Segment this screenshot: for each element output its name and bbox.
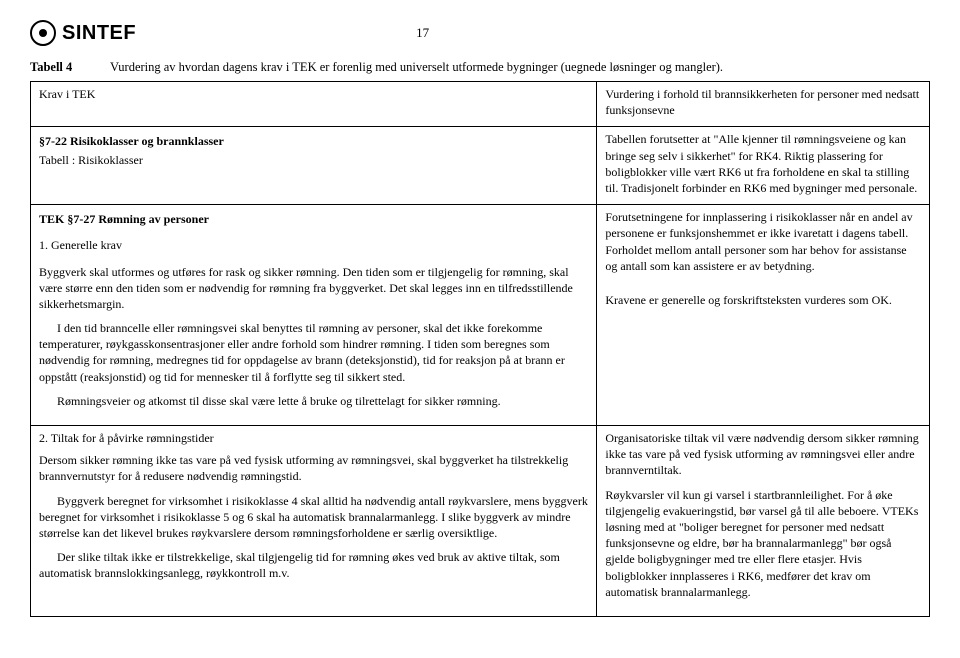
- row3-right-p1: Organisatoriske tiltak vil være nødvendi…: [605, 430, 921, 479]
- row1-left-sub: Tabell : Risikoklasser: [39, 152, 588, 168]
- row3-left: 2. Tiltak for å påvirke rømningstider De…: [31, 426, 597, 617]
- row3-left-p4: Der slike tiltak ikke er tilstrekkelige,…: [39, 549, 588, 581]
- row2-left-p1-title: 1. Generelle krav: [39, 237, 588, 253]
- row2-right-p2: Kravene er generelle og forskriftstekste…: [605, 292, 921, 308]
- row2-left: TEK §7-27 Rømning av personer 1. Generel…: [31, 205, 597, 426]
- table-label: Tabell 4: [30, 60, 110, 75]
- table-caption-row: Tabell 4 Vurdering av hvordan dagens kra…: [30, 60, 930, 75]
- row3-left-p3: Byggverk beregnet for virksomhet i risik…: [39, 493, 588, 542]
- header-left: Krav i TEK: [31, 82, 597, 127]
- row2-left-p2: Byggverk skal utformes og utføres for ra…: [39, 264, 588, 313]
- row1-left-bold: §7-22 Risikoklasser og brannklasser: [39, 133, 588, 149]
- row3-right-p2: Røykvarsler vil kun gi varsel i startbra…: [605, 487, 921, 600]
- row1-left: §7-22 Risikoklasser og brannklasser Tabe…: [31, 127, 597, 205]
- row1-right: Tabellen forutsetter at "Alle kjenner ti…: [597, 127, 930, 205]
- header-right: Vurdering i forhold til brannsikkerheten…: [597, 82, 930, 127]
- page-header: SINTEF 17: [30, 20, 930, 46]
- brand-name: SINTEF: [62, 22, 136, 45]
- table-row: §7-22 Risikoklasser og brannklasser Tabe…: [31, 127, 930, 205]
- row3-right: Organisatoriske tiltak vil være nødvendi…: [597, 426, 930, 617]
- page-number: 17: [416, 25, 429, 41]
- table-row: TEK §7-27 Rømning av personer 1. Generel…: [31, 205, 930, 426]
- table-caption: Vurdering av hvordan dagens krav i TEK e…: [110, 60, 723, 75]
- row3-left-p2: Dersom sikker rømning ikke tas vare på v…: [39, 452, 588, 484]
- row2-left-p3: I den tid branncelle eller rømningsvei s…: [39, 320, 588, 385]
- brand-logo: SINTEF: [30, 20, 136, 46]
- table-row: 2. Tiltak for å påvirke rømningstider De…: [31, 426, 930, 617]
- logo-icon: [30, 20, 56, 46]
- row2-right: Forutsetningene for innplassering i risi…: [597, 205, 930, 426]
- row2-left-bold: TEK §7-27 Rømning av personer: [39, 211, 588, 227]
- table-header-row: Krav i TEK Vurdering i forhold til brann…: [31, 82, 930, 127]
- row2-left-p4: Rømningsveier og atkomst til disse skal …: [39, 393, 588, 409]
- main-table: Krav i TEK Vurdering i forhold til brann…: [30, 81, 930, 617]
- row3-left-p1-title: 2. Tiltak for å påvirke rømningstider: [39, 430, 588, 446]
- row2-right-p1: Forutsetningene for innplassering i risi…: [605, 209, 921, 274]
